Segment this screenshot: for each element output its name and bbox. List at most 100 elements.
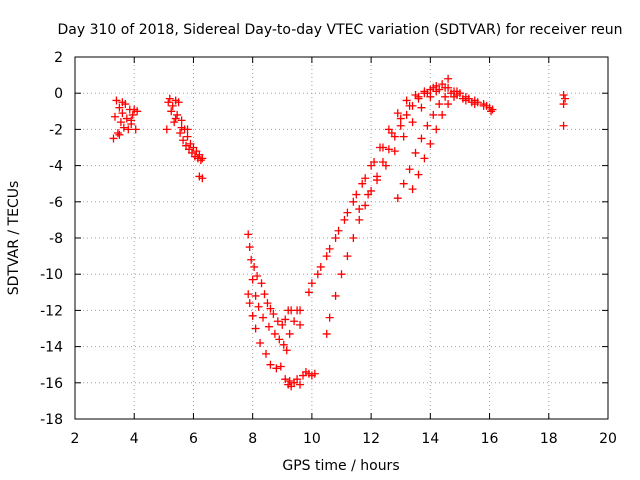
data-point xyxy=(455,89,464,98)
y-tick-label: 2 xyxy=(54,50,63,66)
data-point xyxy=(396,114,405,123)
data-point xyxy=(417,134,426,143)
data-point xyxy=(408,118,417,127)
data-point xyxy=(118,98,127,107)
data-point xyxy=(171,114,180,123)
data-point xyxy=(340,215,349,224)
data-point xyxy=(393,194,402,203)
data-point xyxy=(399,179,408,188)
data-point xyxy=(131,125,140,134)
data-point xyxy=(285,329,294,338)
x-tick-label: 10 xyxy=(303,431,321,447)
data-point xyxy=(420,154,429,163)
data-point xyxy=(261,349,270,358)
axis-ticks: 2 4 6 8 10 12 14 16 18 20 -18 -16 -14 -12 -10 -8 -6 -4 -2 0… xyxy=(40,50,617,447)
data-point xyxy=(559,121,568,130)
series-cluster-5.2h xyxy=(162,94,207,183)
series-low-9.3h xyxy=(281,367,319,391)
data-point xyxy=(279,340,288,349)
data-point xyxy=(296,306,305,315)
data-point xyxy=(272,364,281,373)
data-point xyxy=(254,302,263,311)
data-point xyxy=(266,304,275,313)
data-point xyxy=(384,145,393,154)
data-point xyxy=(177,123,186,132)
data-point xyxy=(273,317,282,326)
data-point xyxy=(109,134,118,143)
data-point xyxy=(322,252,331,261)
y-axis-label: SDTVAR / TECUs xyxy=(6,181,22,296)
data-point xyxy=(307,279,316,288)
x-tick-label: 12 xyxy=(362,431,380,447)
data-point xyxy=(420,89,429,98)
data-point xyxy=(343,252,352,261)
data-point xyxy=(352,190,361,199)
data-point xyxy=(127,116,136,125)
data-point xyxy=(270,329,279,338)
data-point xyxy=(444,100,453,109)
data-point xyxy=(473,98,482,107)
data-point xyxy=(561,94,570,103)
x-tick-label: 16 xyxy=(481,431,499,447)
data-point xyxy=(251,324,260,333)
data-point xyxy=(260,290,269,299)
data-point xyxy=(358,179,367,188)
data-point xyxy=(128,110,137,119)
data-point xyxy=(310,369,319,378)
x-tick-label: 6 xyxy=(189,431,198,447)
data-point xyxy=(559,91,568,100)
data-point xyxy=(176,129,185,138)
data-point xyxy=(396,121,405,130)
data-point xyxy=(331,291,340,300)
data-point xyxy=(429,110,438,119)
data-point xyxy=(296,380,305,389)
data-point xyxy=(259,313,268,322)
data-point xyxy=(183,132,192,141)
data-point xyxy=(282,346,291,355)
y-tick-label: -16 xyxy=(40,376,63,392)
data-point xyxy=(278,320,287,329)
data-point xyxy=(408,185,417,194)
series-rise-track-f xyxy=(408,89,497,194)
data-point xyxy=(426,92,435,101)
data-point xyxy=(423,121,432,130)
data-point xyxy=(170,118,179,127)
data-point xyxy=(316,262,325,271)
series-rise-track-c xyxy=(322,81,441,338)
data-point xyxy=(183,125,192,134)
data-point xyxy=(281,315,290,324)
data-point xyxy=(482,101,491,110)
data-point xyxy=(390,147,399,156)
data-point xyxy=(426,85,435,94)
x-tick-label: 20 xyxy=(599,431,617,447)
x-tick-label: 4 xyxy=(130,431,139,447)
x-tick-label: 14 xyxy=(421,431,439,447)
data-point xyxy=(250,262,259,271)
y-tick-label: -4 xyxy=(49,159,63,175)
data-point xyxy=(373,176,382,185)
data-point xyxy=(133,107,142,116)
data-point xyxy=(432,125,441,134)
data-point xyxy=(244,290,253,299)
data-point xyxy=(245,299,254,308)
data-point xyxy=(245,243,254,252)
data-point xyxy=(165,94,174,103)
data-point xyxy=(402,96,411,105)
data-point xyxy=(331,234,340,242)
x-tick-label: 18 xyxy=(540,431,558,447)
data-point xyxy=(349,234,358,242)
data-point xyxy=(435,85,444,94)
data-point xyxy=(349,197,358,206)
data-point xyxy=(256,338,265,347)
data-point xyxy=(162,125,171,134)
data-point xyxy=(378,143,387,152)
data-point xyxy=(285,376,294,385)
data-point xyxy=(361,174,370,183)
data-point xyxy=(337,270,346,279)
data-point xyxy=(414,170,423,179)
data-point xyxy=(119,123,128,132)
data-point xyxy=(361,201,370,210)
y-tick-label: -2 xyxy=(49,122,63,138)
data-point xyxy=(488,105,497,114)
data-point xyxy=(444,83,453,92)
